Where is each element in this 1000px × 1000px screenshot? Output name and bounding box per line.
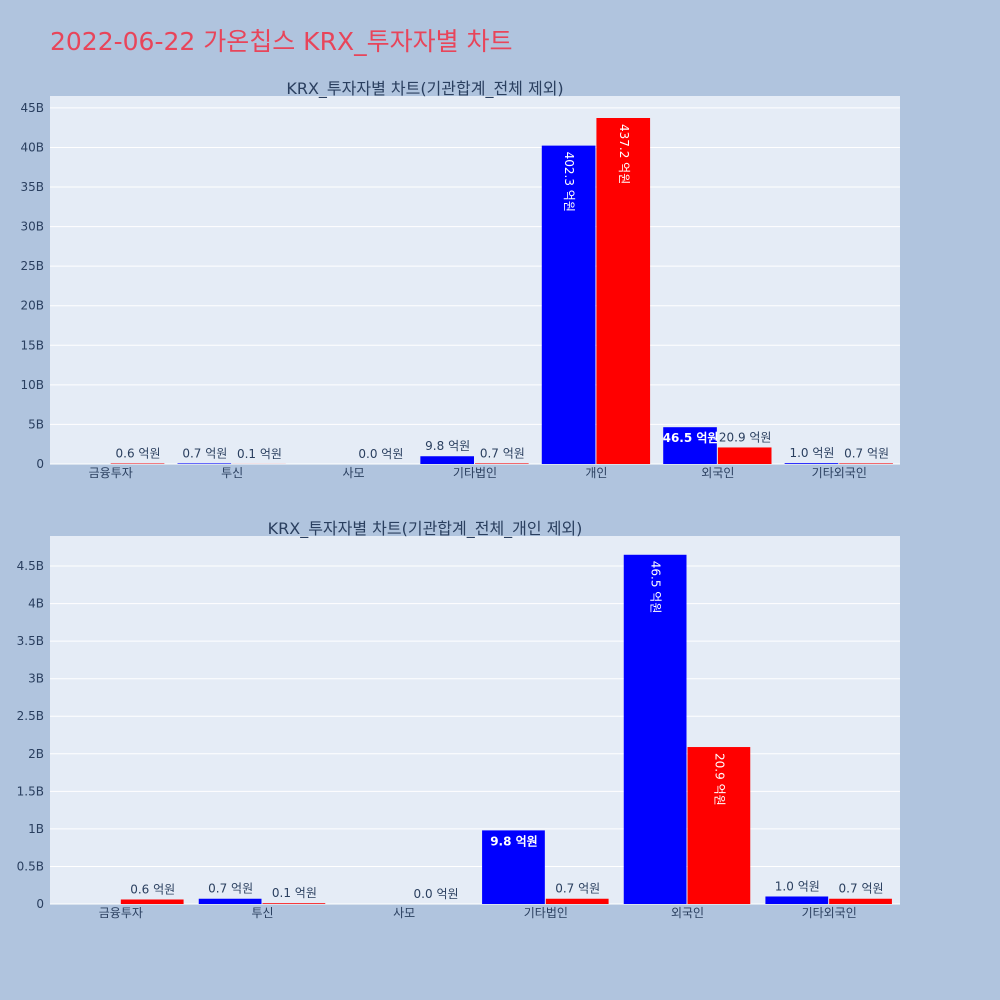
y-tick-label: 10B [20,378,44,392]
bar [545,898,609,904]
y-tick-label: 0 [36,457,44,471]
bar-label: 0.6 억원 [130,882,175,896]
bar-label: 9.8 억원 [425,439,470,453]
bar-label: 0.7 억원 [844,446,889,460]
bar [177,463,232,464]
bar [420,456,474,464]
bar-label: 20.9 억원 [712,753,726,806]
bar-label: 20.9 억원 [719,430,772,444]
y-tick-label: 0 [36,897,44,911]
x-tick-label: 금융투자 [99,906,143,920]
bar [663,427,717,464]
y-tick-label: 3.5B [17,634,44,648]
bar-label: 1.0 억원 [775,879,820,893]
bar-label: 0.7 억원 [480,446,525,460]
bar-label: 46.5 억원 [663,431,719,445]
y-tick-label: 15B [20,338,44,352]
y-tick-label: 35B [20,180,44,194]
bar [596,118,651,464]
y-tick-label: 25B [20,259,44,273]
x-tick-label: 외국인 [671,906,704,920]
bar [765,896,829,904]
y-tick-label: 1B [28,822,44,836]
bar-label: 0.7 억원 [839,882,884,896]
bar [482,830,545,904]
bar-label: 1.0 억원 [789,446,834,460]
bar-label: 0.0 억원 [414,887,459,901]
chart-title: KRX_투자자별 차트(기관합계_전체 제외) [286,79,563,99]
x-tick-label: 투신 [221,466,243,480]
x-tick-label: 기타법인 [453,466,497,480]
bar [717,447,772,464]
bar-label: 437.2 억원 [617,124,631,184]
bar-label: 0.0 억원 [358,447,403,461]
bar [541,145,596,464]
bar-label: 0.6 억원 [116,447,161,461]
x-tick-label: 개인 [585,466,607,480]
y-tick-label: 2B [28,747,44,761]
y-tick-label: 45B [20,101,44,115]
y-tick-label: 40B [20,140,44,154]
chart-title: KRX_투자자별 차트(기관합계_전체_개인 제외) [268,519,583,539]
bar-label: 402.3 억원 [562,152,576,212]
y-tick-label: 5B [28,417,44,431]
y-tick-label: 20B [20,299,44,313]
bar [623,554,687,904]
x-tick-label: 투신 [251,906,273,920]
bar-label: 46.5 억원 [649,561,663,614]
y-tick-label: 3B [28,672,44,686]
y-tick-label: 4.5B [17,559,44,573]
bar-label: 9.8 억원 [490,834,538,848]
bar [839,463,893,464]
x-tick-label: 기타외국인 [802,906,857,920]
bar-label: 0.7 억원 [208,882,253,896]
x-tick-label: 사모 [393,906,415,920]
plot-area [50,96,900,464]
y-tick-label: 0.5B [17,859,44,873]
chart-bottom: 0 0.5B 1B 1.5B 2B 2.5B 3B 3.5B 4B 4.5B KRX_투자자별 차트… [17,519,900,920]
bar [687,747,751,904]
bar-label: 0.7 억원 [555,882,600,896]
x-tick-label: 기타외국인 [812,466,867,480]
y-tick-label: 2.5B [17,709,44,723]
y-tick-label: 4B [28,597,44,611]
bar-label: 0.1 억원 [237,447,282,461]
bar [120,899,184,904]
bar [262,903,326,904]
bar-label: 0.1 억원 [272,886,317,900]
page-title: 2022-06-22 가온칩스 KRX_투자자별 차트 [50,27,513,56]
y-tick-label: 30B [20,220,44,234]
x-tick-label: 사모 [343,466,365,480]
x-tick-label: 외국인 [701,466,734,480]
x-tick-label: 금융투자 [89,466,133,480]
bar [784,463,839,464]
x-tick-label: 기타법인 [524,906,568,920]
plot-area [50,536,900,904]
bar [475,463,529,464]
chart-top: 0 5B 10B 15B 20B 25B 30B 35B 40B 45B KRX_투자자별 차트(기… [20,79,900,480]
y-tick-label: 1.5B [17,784,44,798]
bar-label: 0.7 억원 [182,446,227,460]
bar [829,898,892,904]
bar [198,898,262,904]
